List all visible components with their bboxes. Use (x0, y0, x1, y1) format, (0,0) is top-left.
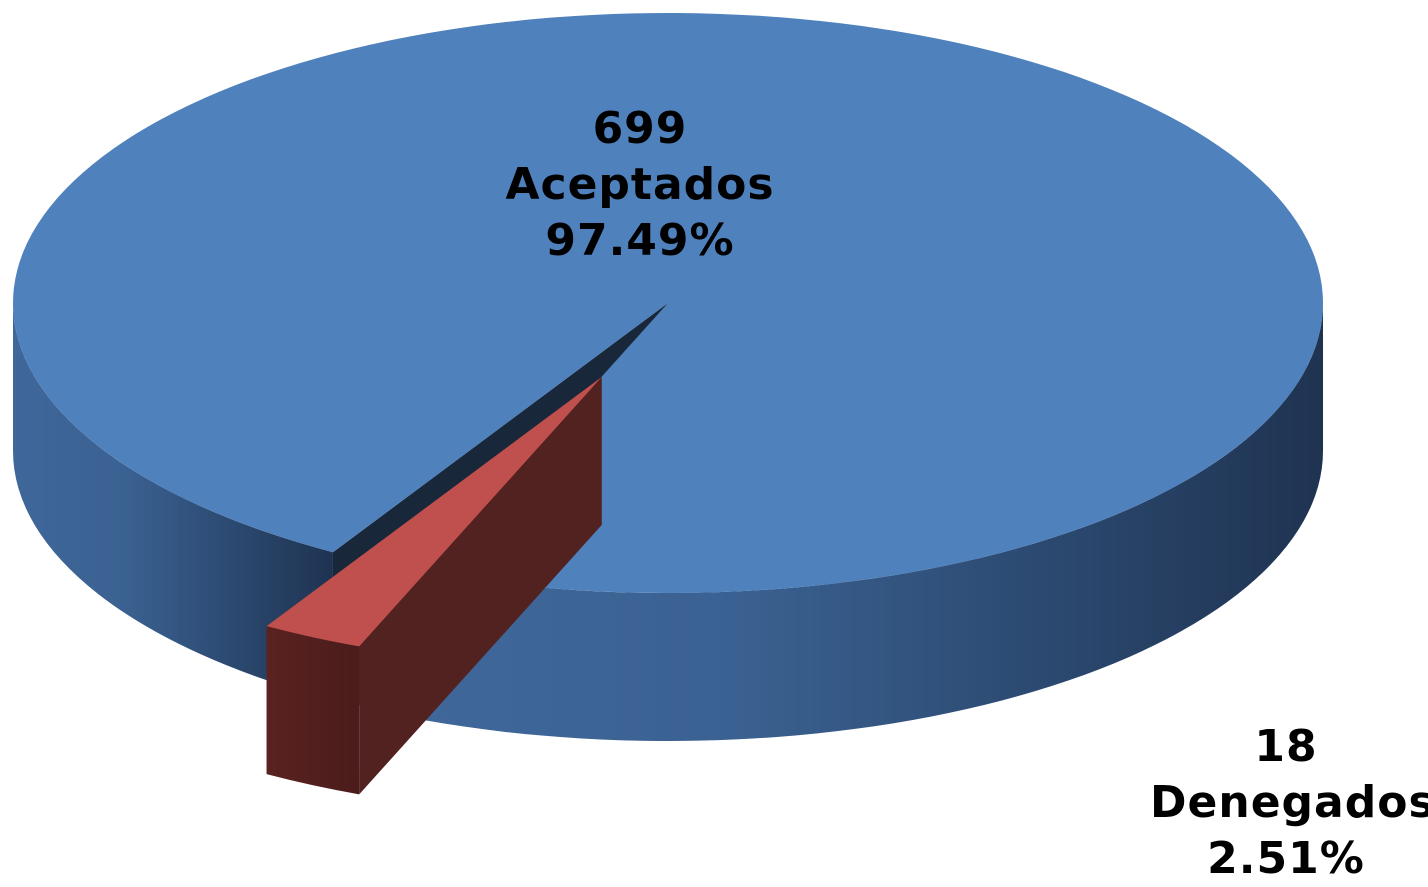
data-label-denegados-name: Denegados (1150, 777, 1428, 828)
pie-slice-denegados-side-0 (266, 626, 360, 795)
data-label-aceptados-percent: 97.49% (545, 215, 735, 266)
data-label-denegados: 18 Denegados 2.51% (1150, 719, 1428, 887)
data-label-aceptados-name: Aceptados (505, 159, 775, 210)
pie-slice-denegados (266, 376, 602, 795)
data-label-denegados-percent: 2.51% (1207, 833, 1365, 884)
pie-slice-denegados-top (266, 376, 602, 647)
data-label-aceptados: 699 Aceptados 97.49% (490, 101, 790, 269)
pie-slice-aceptados-side-0 (13, 303, 333, 701)
data-label-denegados-count: 18 (1254, 721, 1318, 772)
pie-slice-aceptados-top (13, 13, 1324, 593)
data-label-aceptados-count: 699 (592, 103, 688, 154)
pie-slice-aceptados-side-1 (425, 303, 1323, 741)
pie-slices (13, 13, 1324, 795)
